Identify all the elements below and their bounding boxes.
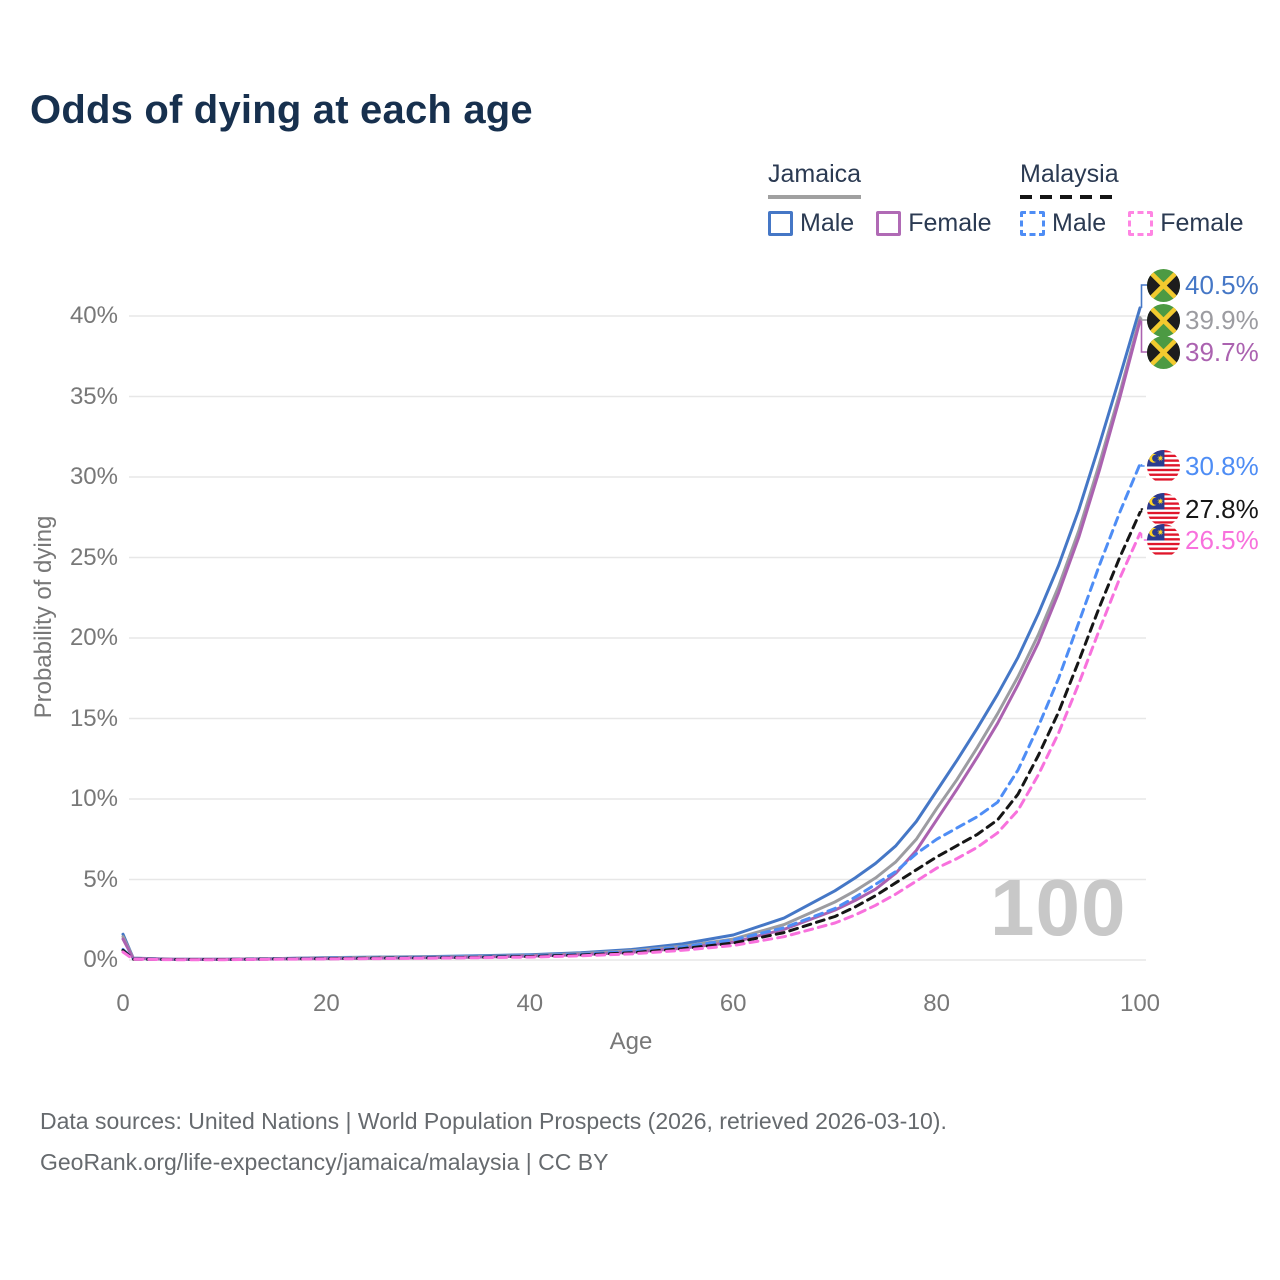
legend-item-label: Female — [1160, 209, 1244, 237]
end-label-value: 27.8% — [1185, 494, 1259, 524]
jamaica-flag-icon — [1147, 335, 1180, 369]
x-tick-label: 20 — [313, 990, 340, 1017]
end-label-jamaica-both: 39.9% — [1147, 303, 1259, 337]
data-source-line: Data sources: United Nations | World Pop… — [40, 1108, 947, 1134]
end-label-value: 26.5% — [1185, 525, 1259, 555]
series-line-malaysia-female[interactable] — [121, 531, 1142, 962]
legend-item-malaysia-female[interactable]: Female — [1128, 209, 1244, 238]
y-tick-label: 20% — [69, 624, 118, 651]
end-label-connector — [1140, 320, 1147, 353]
series-line-malaysia-male[interactable] — [121, 462, 1142, 961]
end-label-connector — [1140, 533, 1147, 541]
y-tick-label: 30% — [69, 463, 118, 490]
legend-item-jamaica-female[interactable]: Female — [876, 209, 992, 238]
end-label-malaysia-male: 30.8% — [1147, 449, 1259, 483]
end-label-connector — [1140, 317, 1147, 321]
checkbox-icon[interactable] — [1020, 211, 1045, 236]
y-tick-label: 15% — [69, 704, 118, 732]
legend-item-malaysia-male[interactable]: Male — [1020, 209, 1106, 238]
checkbox-icon[interactable] — [1128, 211, 1154, 236]
end-label-connector — [1140, 284, 1147, 308]
legend-item-label: Male — [1052, 209, 1107, 237]
legend-country-malaysia[interactable]: Malaysia — [1020, 160, 1119, 188]
end-label-connector — [1140, 508, 1147, 513]
malaysia-flag-icon — [1147, 449, 1180, 483]
end-label-jamaica-female: 39.7% — [1147, 335, 1259, 369]
series-line-malaysia-both[interactable] — [121, 510, 1142, 961]
y-tick-label: 40% — [69, 302, 118, 329]
y-tick-label: 10% — [69, 785, 118, 812]
end-label-value: 40.5% — [1185, 270, 1259, 300]
legend-country-jamaica[interactable]: Jamaica — [768, 160, 862, 188]
end-label-value: 39.7% — [1185, 337, 1259, 367]
y-tick-label: 25% — [69, 543, 118, 571]
legend-group-jamaica: Jamaica Male Female — [768, 160, 992, 238]
jamaica-flag-icon — [1147, 268, 1180, 302]
end-label-value: 30.8% — [1185, 451, 1259, 481]
legend-item-label: Male — [800, 209, 855, 237]
jamaica-flag-icon — [1147, 303, 1180, 337]
malaysia-flag-icon — [1147, 523, 1180, 557]
end-label-connector — [1140, 464, 1147, 467]
page-title: Odds of dying at each age — [30, 88, 533, 132]
legend-item-label: Female — [908, 209, 992, 237]
x-tick-label: 100 — [1119, 990, 1161, 1017]
series-line-jamaica-male[interactable] — [121, 306, 1142, 961]
malaysia-flag-icon — [1147, 492, 1180, 526]
y-tick-label: 5% — [83, 865, 118, 893]
checkbox-icon[interactable] — [768, 211, 793, 236]
age-watermark: 100 — [990, 863, 1127, 952]
x-tick-label: 60 — [719, 990, 747, 1017]
x-tick-label: 80 — [923, 990, 950, 1017]
x-tick-label: 0 — [116, 990, 130, 1017]
end-label-jamaica-male: 40.5% — [1147, 268, 1259, 302]
y-axis-title: Probability of dying — [30, 515, 57, 719]
end-label-value: 39.9% — [1185, 305, 1259, 335]
x-tick-label: 40 — [516, 990, 544, 1017]
end-label-malaysia-female: 26.5% — [1147, 523, 1259, 557]
checkbox-icon[interactable] — [876, 211, 902, 236]
x-axis-title: Age — [609, 1028, 653, 1055]
y-tick-label: 0% — [83, 946, 118, 973]
jamaica-line-style-sample — [768, 195, 862, 199]
malaysia-line-style-sample — [1020, 195, 1119, 199]
end-label-malaysia-both: 27.8% — [1147, 492, 1259, 526]
y-tick-label: 35% — [69, 382, 118, 410]
legend-group-malaysia: Malaysia Male Female — [1020, 160, 1244, 238]
series-line-jamaica-female[interactable] — [121, 319, 1142, 961]
attribution-line: GeoRank.org/life-expectancy/jamaica/mala… — [40, 1149, 609, 1175]
legend-item-jamaica-male[interactable]: Male — [768, 209, 854, 238]
